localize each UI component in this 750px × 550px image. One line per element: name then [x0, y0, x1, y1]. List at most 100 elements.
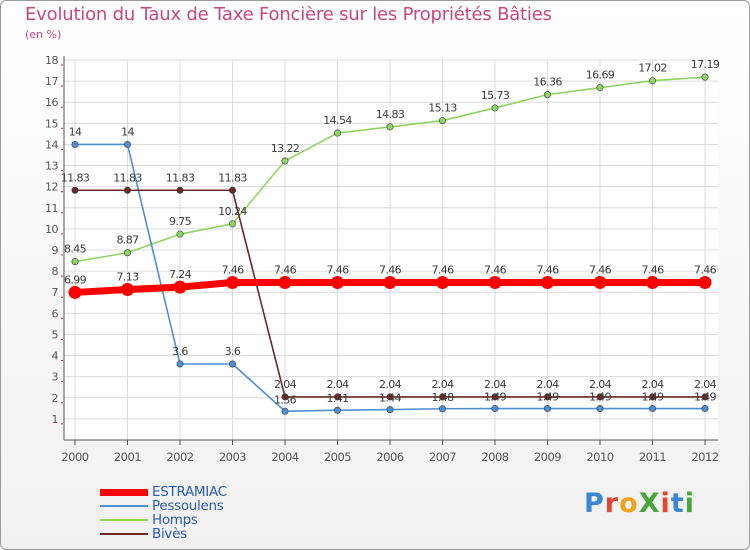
data-label-homps: 16.36 [533, 76, 562, 89]
y-tick-label: 5 [52, 328, 59, 341]
data-point-estramiac [68, 285, 82, 299]
x-tick-label: 2007 [429, 450, 456, 464]
data-label-homps: 14.83 [376, 108, 405, 121]
data-label-biv-s: 2.04 [431, 378, 454, 391]
data-label-estramiac: 7.46 [221, 264, 244, 277]
data-label-estramiac: 7.46 [589, 264, 612, 277]
data-label-homps: 13.22 [271, 142, 300, 155]
x-tick-label: 2011 [639, 450, 666, 464]
x-tick-label: 2003 [219, 450, 246, 464]
legend-item: ESTRAMIAC [100, 484, 300, 500]
data-point-biv-s [386, 393, 394, 401]
data-point-pessoulens [438, 405, 446, 413]
data-label-pessoulens: 1.49 [641, 391, 664, 404]
data-label-pessoulens: 1.49 [536, 391, 559, 404]
data-point-homps [176, 230, 184, 238]
data-label-estramiac: 6.99 [64, 273, 87, 286]
data-label-pessoulens: 1.41 [326, 392, 348, 405]
legend-label: Pessoulens [152, 498, 224, 514]
data-label-homps: 10.24 [218, 205, 247, 218]
x-tick-label: 2000 [61, 450, 88, 464]
x-tick-label: 2005 [324, 450, 351, 464]
data-label-estramiac: 7.13 [116, 270, 139, 283]
data-label-estramiac: 7.46 [536, 264, 559, 277]
data-point-estramiac [121, 282, 134, 296]
data-point-estramiac [173, 280, 187, 294]
data-label-estramiac: 7.46 [274, 264, 297, 277]
legend-swatch [100, 519, 148, 521]
y-tick-label: 10 [45, 223, 58, 236]
data-label-homps: 15.13 [428, 102, 457, 115]
x-tick-label: 2012 [691, 450, 718, 464]
data-point-homps [124, 249, 132, 257]
data-label-estramiac: 7.46 [431, 264, 454, 277]
data-point-homps [71, 258, 79, 266]
data-point-homps [491, 104, 499, 112]
y-tick-label: 2 [52, 392, 59, 405]
y-tick-label: 3 [52, 371, 59, 384]
data-label-homps: 9.75 [169, 215, 192, 228]
data-label-estramiac: 7.46 [641, 264, 664, 277]
y-tick-label: 11 [45, 202, 58, 215]
data-point-estramiac [383, 276, 397, 290]
data-point-biv-s [438, 393, 446, 401]
data-point-biv-s [596, 393, 604, 401]
data-label-homps: 8.87 [116, 234, 139, 247]
data-point-pessoulens [124, 140, 132, 148]
data-point-biv-s [176, 186, 184, 194]
data-point-homps [648, 77, 656, 85]
logo-letter: o [619, 488, 639, 519]
logo-letter: X [638, 488, 661, 519]
legend-swatch [100, 488, 148, 496]
y-tick-label: 17 [45, 75, 58, 88]
data-point-estramiac [331, 276, 344, 290]
data-point-biv-s [333, 393, 341, 401]
x-tick-label: 2006 [376, 450, 403, 464]
data-label-homps: 17.19 [691, 58, 720, 71]
data-label-estramiac: 7.24 [169, 268, 192, 281]
x-tick-label: 2010 [586, 450, 613, 464]
data-point-biv-s [701, 393, 709, 401]
data-point-biv-s [71, 186, 79, 194]
data-point-estramiac [436, 276, 449, 290]
y-tick-label: 9 [52, 244, 59, 257]
data-label-biv-s: 2.04 [379, 378, 402, 391]
data-label-biv-s: 11.83 [113, 171, 142, 184]
data-label-biv-s: 2.04 [484, 378, 507, 391]
data-point-biv-s [543, 393, 551, 401]
data-point-homps [386, 123, 394, 131]
x-tick-label: 2004 [271, 450, 298, 464]
data-point-homps [281, 157, 289, 165]
logo-letter: r [604, 488, 620, 519]
data-label-estramiac: 7.46 [484, 264, 507, 277]
data-label-estramiac: 7.46 [326, 264, 349, 277]
data-label-biv-s: 2.04 [274, 378, 297, 391]
y-tick-label: 1 [52, 413, 59, 426]
data-point-estramiac [226, 276, 239, 290]
data-point-estramiac [278, 276, 292, 290]
data-point-pessoulens [648, 405, 656, 413]
y-tick-label: 15 [45, 117, 58, 130]
data-label-pessoulens: 14 [69, 125, 82, 138]
data-point-pessoulens [701, 405, 709, 413]
data-point-homps [438, 117, 446, 125]
data-point-estramiac [488, 276, 502, 290]
data-point-biv-s [491, 393, 499, 401]
data-point-pessoulens [386, 406, 394, 414]
logo-letter: t [670, 488, 685, 519]
data-point-pessoulens [543, 405, 551, 413]
logo-letter: i [684, 488, 695, 519]
data-point-estramiac [698, 276, 712, 290]
legend-label: Homps [152, 512, 198, 528]
data-point-pessoulens [229, 360, 237, 368]
data-point-pessoulens [596, 405, 604, 413]
legend: ESTRAMIAC Pessoulens Homps Bivès [100, 484, 300, 542]
data-label-pessoulens: 1.49 [484, 391, 507, 404]
x-tick-label: 2001 [114, 450, 141, 464]
data-point-biv-s [124, 186, 132, 194]
data-label-homps: 14.54 [323, 114, 352, 127]
unit-label: (en %) [25, 28, 62, 41]
y-tick-label: 14 [45, 138, 58, 151]
y-tick-label: 6 [52, 307, 59, 320]
